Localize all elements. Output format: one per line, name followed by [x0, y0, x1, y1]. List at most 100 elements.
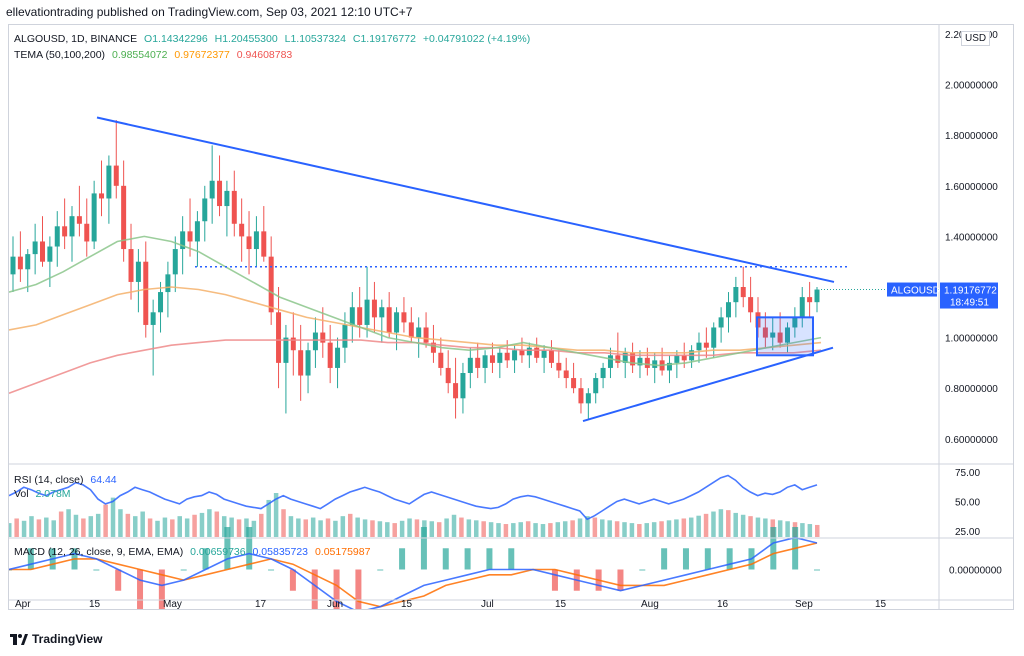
candle[interactable] — [541, 345, 547, 373]
candle[interactable] — [792, 307, 798, 338]
candle[interactable] — [740, 266, 746, 308]
candle[interactable] — [748, 276, 754, 323]
candle[interactable] — [615, 332, 621, 368]
candle[interactable] — [209, 145, 215, 224]
candle[interactable] — [312, 317, 318, 368]
candle[interactable] — [799, 287, 805, 328]
candle[interactable] — [364, 266, 370, 338]
macd-signal-line[interactable] — [9, 542, 818, 608]
candle[interactable] — [320, 307, 326, 358]
candle[interactable] — [165, 261, 171, 318]
candle[interactable] — [17, 231, 23, 282]
candle[interactable] — [600, 362, 606, 389]
candle[interactable] — [10, 236, 16, 293]
candle[interactable] — [563, 357, 569, 389]
candle[interactable] — [298, 324, 304, 401]
candle[interactable] — [630, 342, 636, 373]
drawing-overlays[interactable] — [96, 116, 939, 423]
candle[interactable] — [703, 327, 709, 358]
candle[interactable] — [69, 206, 75, 262]
candle[interactable] — [231, 170, 237, 237]
candle[interactable] — [593, 373, 599, 404]
candle[interactable] — [718, 307, 724, 343]
candle[interactable] — [394, 307, 400, 351]
candle[interactable] — [460, 362, 466, 414]
candle[interactable] — [276, 287, 282, 389]
candle[interactable] — [261, 206, 267, 262]
candle[interactable] — [482, 350, 488, 384]
candle[interactable] — [585, 388, 591, 419]
candle[interactable] — [113, 120, 119, 199]
vol-legend[interactable]: Vol 2.078M — [14, 488, 71, 500]
candle[interactable] — [202, 185, 208, 242]
tema-100-line[interactable] — [8, 286, 822, 354]
candle[interactable] — [556, 350, 562, 379]
candle[interactable] — [290, 312, 296, 376]
tema-legend[interactable]: TEMA (50,100,200) 0.98554072 0.97672377 … — [14, 49, 292, 61]
candle[interactable] — [504, 340, 510, 368]
candle[interactable] — [659, 347, 665, 376]
candle[interactable] — [40, 216, 46, 267]
candle[interactable] — [711, 322, 717, 358]
candle[interactable] — [445, 350, 451, 394]
candle[interactable] — [187, 198, 193, 257]
candle[interactable] — [423, 312, 429, 348]
candle[interactable] — [548, 340, 554, 368]
candle[interactable] — [253, 216, 259, 267]
candle[interactable] — [644, 347, 650, 376]
candle[interactable] — [246, 211, 252, 275]
candle[interactable] — [135, 249, 141, 313]
candle[interactable] — [76, 185, 82, 237]
candle[interactable] — [54, 211, 60, 267]
candle[interactable] — [268, 236, 274, 325]
candle[interactable] — [172, 236, 178, 293]
candle[interactable] — [150, 299, 156, 376]
candle[interactable] — [475, 342, 481, 379]
price-pane[interactable] — [8, 120, 822, 419]
candle[interactable] — [578, 378, 584, 414]
candle[interactable] — [239, 198, 245, 262]
candle[interactable] — [84, 198, 90, 257]
candle[interactable] — [571, 362, 577, 394]
chart-svg[interactable]: 2.200000002.000000001.800000001.60000000… — [6, 25, 1013, 634]
symbol-legend[interactable]: ALGOUSD, 1D, BINANCE O1.14342296 H1.2045… — [14, 33, 530, 45]
candle[interactable] — [224, 180, 230, 237]
macd-pane[interactable] — [6, 527, 820, 634]
candle[interactable] — [335, 337, 341, 389]
candle[interactable] — [652, 352, 658, 384]
candle[interactable] — [342, 312, 348, 363]
ascending-trendline[interactable] — [582, 346, 834, 423]
candle[interactable] — [32, 223, 38, 275]
macd-line[interactable] — [8, 536, 818, 613]
rsi-pane[interactable] — [7, 474, 820, 538]
consolidation-box[interactable] — [756, 316, 814, 357]
candle[interactable] — [371, 281, 377, 333]
chart-frame[interactable]: 2.200000002.000000001.800000001.60000000… — [6, 24, 1014, 634]
candle[interactable] — [725, 292, 731, 333]
candle[interactable] — [438, 337, 444, 376]
candle[interactable] — [453, 357, 459, 419]
rsi-line[interactable] — [8, 474, 818, 521]
tema-50-line[interactable] — [8, 235, 822, 367]
candle[interactable] — [327, 324, 333, 384]
candle[interactable] — [497, 347, 503, 379]
currency-button[interactable]: USD — [961, 31, 991, 46]
candle[interactable] — [666, 355, 672, 384]
candle[interactable] — [217, 155, 223, 217]
candle[interactable] — [158, 281, 164, 333]
candle[interactable] — [814, 287, 820, 313]
candle[interactable] — [99, 160, 105, 217]
candle[interactable] — [526, 342, 532, 368]
candle[interactable] — [733, 276, 739, 318]
candle[interactable] — [283, 324, 289, 414]
candle[interactable] — [121, 160, 127, 262]
candle[interactable] — [357, 287, 363, 338]
candle[interactable] — [106, 155, 112, 224]
candle[interactable] — [91, 180, 97, 250]
candle[interactable] — [128, 223, 134, 300]
candle[interactable] — [25, 249, 31, 293]
candle[interactable] — [784, 322, 790, 353]
candle[interactable] — [696, 332, 702, 363]
candle[interactable] — [607, 347, 613, 379]
candle[interactable] — [62, 198, 68, 250]
